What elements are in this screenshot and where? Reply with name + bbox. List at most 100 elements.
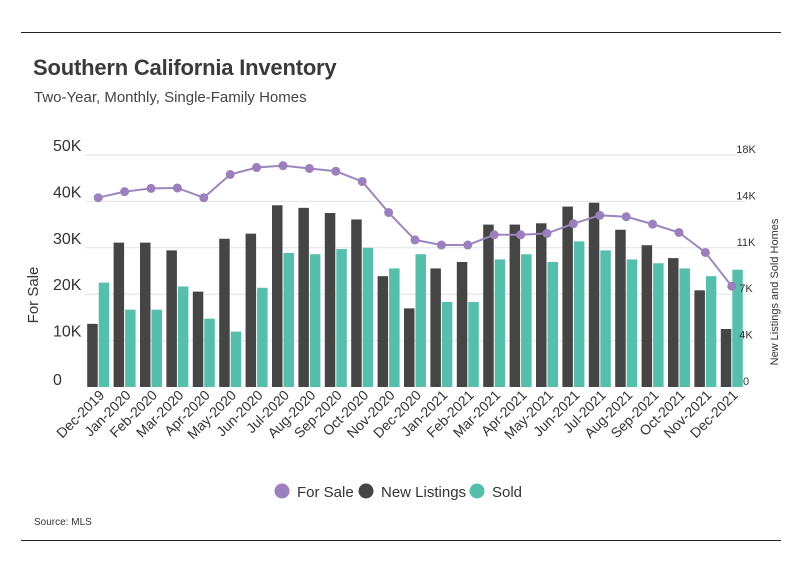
new-listings-bar <box>272 205 283 387</box>
sold-bar <box>283 252 294 387</box>
sold-bar <box>468 301 479 387</box>
new-listings-bar <box>192 291 204 387</box>
new-listings-bar <box>377 276 389 387</box>
legend-label: For Sale <box>297 484 354 501</box>
new-listings-bar <box>219 238 230 387</box>
for-sale-point <box>436 240 446 250</box>
sold-bar <box>626 259 638 387</box>
for-sale-point <box>410 235 420 245</box>
top-rule <box>21 32 781 33</box>
y-tick-label: 50K <box>53 138 82 155</box>
sold-bar <box>653 263 664 387</box>
left-axis-ticks: 0 10K 20K 30K 40K 50K <box>53 138 82 389</box>
new-listings-bar <box>404 308 415 387</box>
new-listings-bar <box>351 219 362 387</box>
for-sale-line <box>93 161 737 291</box>
y2-tick-label: 14K <box>736 190 756 202</box>
y-tick-label: 30K <box>53 231 82 248</box>
for-sale-point <box>278 161 288 171</box>
y-tick-label: 10K <box>53 324 82 341</box>
new-listings-bar <box>87 323 98 387</box>
for-sale-point <box>621 212 631 222</box>
for-sale-point <box>463 240 473 250</box>
y-tick-label: 20K <box>53 277 82 294</box>
for-sale-point <box>384 208 394 218</box>
y2-axis-label: New Listings and Sold Homes <box>769 218 781 365</box>
sold-bar <box>521 254 532 387</box>
legend-marker <box>274 483 290 499</box>
source-note: Source: MLS <box>34 517 92 528</box>
for-sale-point <box>93 193 103 203</box>
new-listings-bar <box>113 242 125 387</box>
legend-label: New Listings <box>381 484 466 501</box>
new-listings-bar <box>298 207 309 387</box>
new-listings-bar <box>430 268 441 387</box>
new-listings-bar <box>245 233 257 387</box>
for-sale-point <box>304 163 314 173</box>
new-listings-bar <box>562 206 573 387</box>
for-sale-point <box>542 228 552 238</box>
legend: For Sale New Listings Sold <box>274 483 522 501</box>
for-sale-point <box>568 219 578 229</box>
for-sale-point <box>700 247 710 257</box>
chart-subtitle: Two-Year, Monthly, Single-Family Homes <box>34 89 307 106</box>
new-listings-bar <box>166 250 177 387</box>
y2-tick-label: 11K <box>737 237 756 249</box>
new-listings-bar <box>140 242 151 387</box>
bars <box>87 202 743 387</box>
for-sale-point <box>648 219 658 229</box>
sold-bar <box>573 241 585 387</box>
y2-tick-label: 0 <box>743 376 749 388</box>
sold-bar <box>151 309 162 387</box>
sold-bar <box>441 301 453 387</box>
sold-bar <box>98 282 110 387</box>
for-sale-point <box>516 230 526 240</box>
sold-bar <box>547 261 558 387</box>
for-sale-point <box>595 210 605 220</box>
for-sale-point <box>331 166 341 176</box>
new-listings-bar <box>668 258 679 387</box>
for-sale-point <box>120 187 130 197</box>
sold-bar <box>336 249 347 387</box>
sold-bar <box>177 286 189 387</box>
legend-marker <box>358 483 374 499</box>
new-listings-bar <box>536 223 547 387</box>
sold-bar <box>125 309 136 387</box>
legend-label: Sold <box>492 484 522 501</box>
y-tick-label: 0 <box>53 372 62 389</box>
for-sale-point <box>172 183 182 193</box>
sold-bar <box>415 254 426 387</box>
for-sale-point <box>489 230 499 240</box>
sold-bar <box>600 250 611 387</box>
right-axis-ticks: 0 4K 7K 11K 14K 18K <box>736 144 756 388</box>
for-sale-point <box>146 183 156 193</box>
sold-bar <box>362 247 374 387</box>
sold-bar <box>257 287 268 387</box>
new-listings-bar <box>694 290 705 387</box>
sold-bar <box>204 318 215 387</box>
for-sale-point <box>674 227 684 237</box>
for-sale-point <box>225 169 235 179</box>
new-listings-bar <box>588 202 600 387</box>
y2-tick-label: 18K <box>736 144 756 156</box>
sold-bar <box>732 269 743 387</box>
y-tick-label: 40K <box>53 184 82 201</box>
bottom-rule <box>21 540 781 541</box>
new-listings-bar <box>509 224 521 387</box>
new-listings-bar <box>615 229 626 387</box>
for-sale-point <box>199 193 209 203</box>
sold-bar <box>705 276 717 387</box>
new-listings-bar <box>641 245 653 387</box>
new-listings-bar <box>720 329 732 387</box>
chart-title: Southern California Inventory <box>33 55 337 80</box>
new-listings-bar <box>456 261 468 387</box>
new-listings-bar <box>483 224 494 387</box>
sold-bar <box>679 268 690 387</box>
y2-tick-label: 7K <box>739 283 753 295</box>
sold-bar <box>389 268 400 387</box>
legend-marker <box>469 483 485 499</box>
new-listings-bar <box>324 213 336 387</box>
sold-bar <box>230 331 242 387</box>
for-sale-point <box>357 176 367 186</box>
